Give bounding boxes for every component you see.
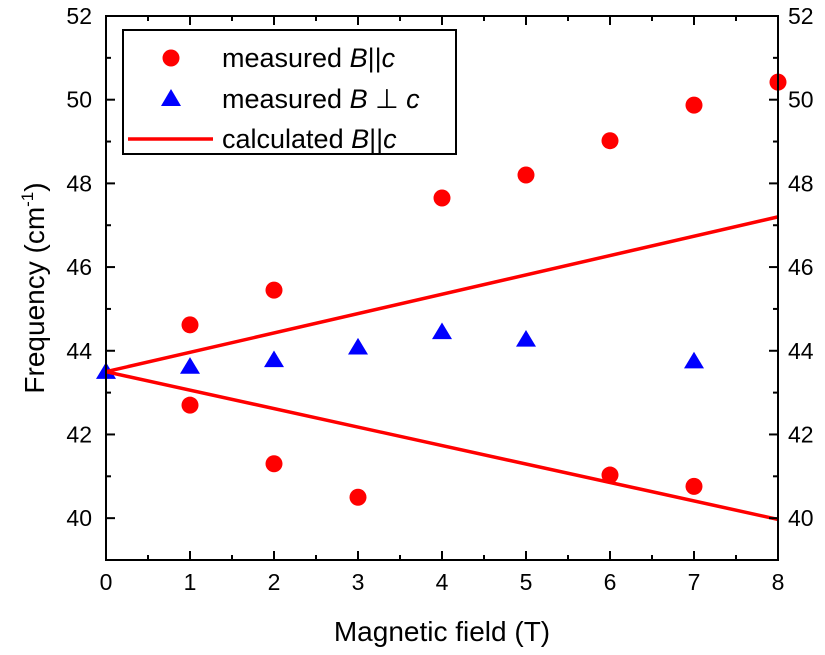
x-tick-label: 3 <box>352 569 365 595</box>
y-tick-label-right: 50 <box>788 87 814 113</box>
legend-label-prefix: calculated <box>222 124 351 154</box>
x-tick-label: 4 <box>436 569 449 595</box>
point-measured-par-9 <box>601 466 619 484</box>
legend-label-prefix: measured <box>222 43 350 73</box>
y-axis-title-suffix: ) <box>19 182 50 191</box>
legend-label-prefix: measured <box>222 84 350 114</box>
x-tick-label: 7 <box>688 569 701 595</box>
legend-box <box>122 29 457 155</box>
point-measured-perp-4 <box>348 337 368 355</box>
legend-label-italic-b: B <box>350 84 368 114</box>
legend-label-italic-b: B <box>350 43 368 73</box>
legend-label-2: measured B ⊥ c <box>222 84 420 114</box>
point-measured-perp-3 <box>264 350 284 368</box>
legend-label-italic-c: c <box>383 124 397 154</box>
x-tick-label: 2 <box>268 569 281 595</box>
point-measured-perp-5 <box>432 322 452 340</box>
y-tick-label-left: 46 <box>66 254 92 280</box>
point-measured-par-5 <box>349 488 367 506</box>
legend-label-italic-c: c <box>382 43 396 73</box>
y-tick-label-left: 44 <box>66 338 92 364</box>
y-tick-label-left: 40 <box>66 505 92 531</box>
calculated-line-1 <box>105 215 779 374</box>
point-measured-par-1 <box>181 316 199 334</box>
y-tick-label-right: 46 <box>788 254 814 280</box>
y-axis-title-superscript: -1 <box>18 192 37 207</box>
legend-label-3: calculated B||c <box>222 124 397 154</box>
ticks-layer: 0 1 2 3 4 5 6 7 8 40 40 42 42 44 44 46 46 48 48 50 50 52 52 <box>66 3 813 595</box>
y-tick-label-left: 52 <box>66 3 92 29</box>
point-measured-par-11 <box>685 477 703 495</box>
legend-label-1: measured B||c <box>222 43 396 73</box>
point-measured-par-10 <box>685 96 703 114</box>
y-tick-label-right: 40 <box>788 505 814 531</box>
x-tick-label: 1 <box>184 569 197 595</box>
point-measured-par-7 <box>517 166 535 184</box>
calculated-line-2 <box>105 369 779 522</box>
point-measured-perp-7 <box>684 351 704 369</box>
legend-label-italic-b: B <box>351 124 369 154</box>
y-axis-title-main: Frequency (cm <box>19 207 50 394</box>
point-measured-par-4 <box>265 455 283 473</box>
x-tick-label: 0 <box>100 569 113 595</box>
legend-label-symbol: ⊥ <box>368 84 407 114</box>
x-tick-label: 6 <box>604 569 617 595</box>
series-layer <box>96 73 787 522</box>
point-measured-par-8 <box>601 132 619 150</box>
y-axis-title: Frequency (cm-1) <box>18 182 50 393</box>
x-tick-label: 5 <box>520 569 533 595</box>
x-axis-title: Magnetic field (T) <box>334 616 550 647</box>
legend-label-symbol: || <box>368 43 382 73</box>
y-tick-label-left: 42 <box>66 421 92 447</box>
y-tick-label-right: 48 <box>788 170 814 196</box>
axis-titles: Magnetic field (T) Frequency (cm-1) <box>18 182 550 647</box>
y-tick-label-left: 50 <box>66 87 92 113</box>
legend-label-italic-c: c <box>406 84 420 114</box>
x-tick-label: 8 <box>772 569 785 595</box>
legend-circle-marker <box>162 49 180 67</box>
y-tick-label-left: 48 <box>66 170 92 196</box>
point-measured-par-2 <box>181 396 199 414</box>
legend-label-symbol: || <box>369 124 383 154</box>
y-tick-label-right: 42 <box>788 421 814 447</box>
point-measured-perp-6 <box>516 329 536 347</box>
point-measured-par-6 <box>433 189 451 207</box>
point-measured-par-3 <box>265 281 283 299</box>
y-tick-label-right: 44 <box>788 338 814 364</box>
y-tick-label-right: 52 <box>788 3 814 29</box>
point-measured-perp-2 <box>180 357 200 374</box>
legend-triangle-marker <box>161 89 181 106</box>
